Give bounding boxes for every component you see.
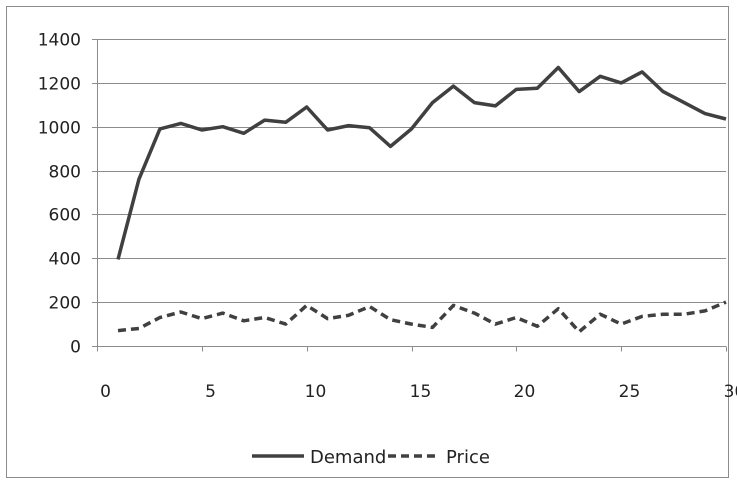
x-tick-label: 15: [410, 382, 432, 402]
axes: 0 200 400 600 800 1000 1200 1400 0 5 10 15 20 25 30: [38, 31, 737, 403]
x-tick-label: 20: [514, 382, 536, 402]
y-tick-label: 600: [49, 206, 81, 226]
legend: Demand Price: [252, 447, 490, 468]
y-tick-label: 400: [49, 250, 81, 270]
y-tick-label: 200: [49, 294, 81, 314]
legend-label-demand: Demand: [310, 447, 386, 468]
series-lines: [116, 65, 727, 334]
y-tick-label: 1200: [38, 75, 81, 95]
y-tick-label: 0: [70, 338, 81, 358]
x-tick-label: 5: [205, 382, 216, 402]
series-line-demand: [116, 65, 727, 260]
x-tick-label: 25: [619, 382, 641, 402]
chart-frame: [6, 6, 729, 478]
y-tick-label: 1000: [38, 119, 81, 139]
series-line-price: [117, 300, 727, 334]
y-tick-label: 1400: [38, 31, 81, 51]
y-tick-label: 800: [49, 163, 81, 183]
x-tick-label: 30: [724, 382, 737, 402]
legend-label-price: Price: [446, 447, 490, 468]
x-tick-label: 10: [305, 382, 327, 402]
x-tick-label: 0: [100, 382, 111, 402]
